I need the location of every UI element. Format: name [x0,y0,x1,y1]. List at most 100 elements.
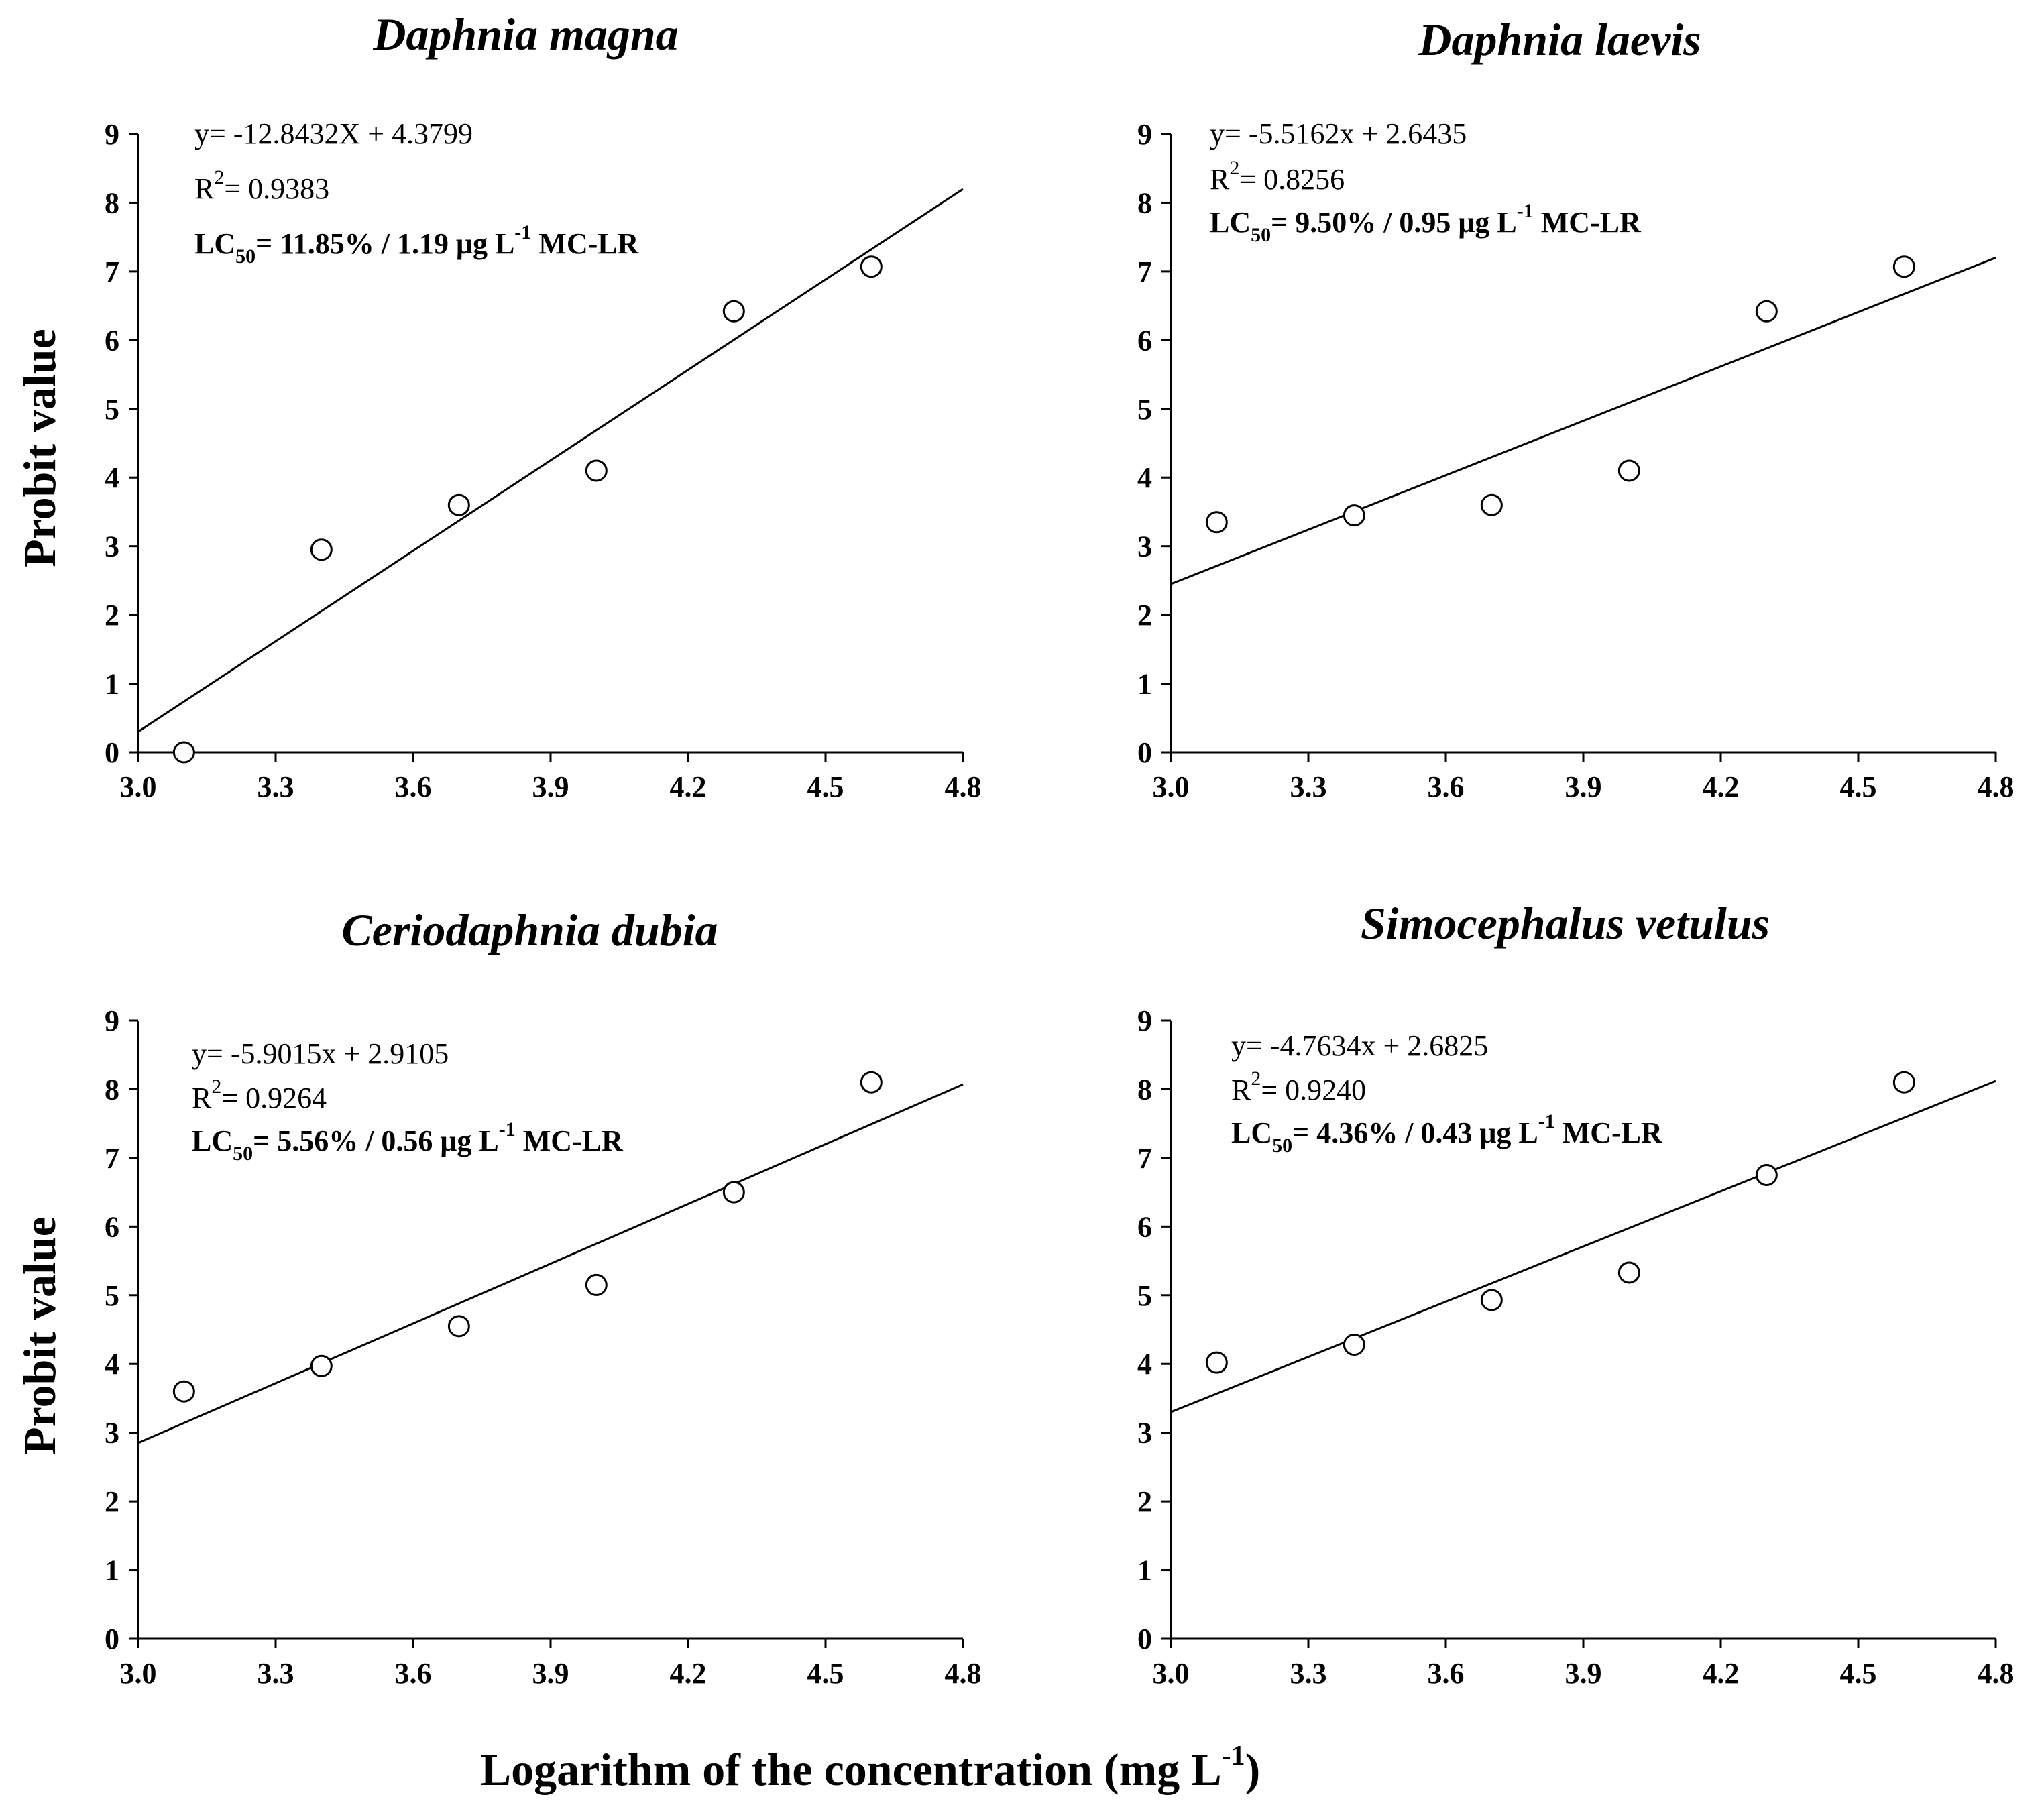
lc50-label-base: LC [1231,1116,1272,1149]
x-tick-label: 4.2 [1703,1657,1740,1690]
r2-label-value: = 0.9383 [224,172,329,205]
data-point [1755,1164,1778,1186]
lc50-label-sup: -1 [1538,1110,1555,1132]
data-point [722,300,745,323]
lc50-label-value: = 4.36% / 0.43 μg L [1292,1116,1538,1149]
y-tick-label: 9 [105,1004,119,1037]
r2-label-value: = 0.9264 [221,1082,327,1114]
x-tick-label: 4.5 [1840,1657,1877,1690]
x-tick-label: 3.6 [1428,770,1465,803]
x-tick-label: 4.2 [670,1657,707,1690]
data-point [310,1354,333,1377]
y-tick-label: 0 [1137,1623,1152,1655]
y-tick-label: 4 [1137,461,1152,494]
trend-line [137,1083,964,1444]
y-tick-label: 2 [1137,1485,1152,1518]
y-tick-label: 8 [1137,186,1152,219]
y-tick-label: 6 [1137,1210,1152,1243]
plot-area: 3.0 3.3 3.6 3.9 4.2 4.5 4.8 0 1 2 3 4 5 6 7 8 9 [1137,1004,2014,1690]
data-point [172,1380,195,1403]
panel-title: Daphnia laevis [1418,14,1701,65]
lc50-label-base: LC [194,227,235,260]
lc50-label-value: = 9.50% / 0.95 μg L [1271,206,1517,239]
data-point [1343,504,1365,527]
y-tick-label: 7 [105,1142,119,1175]
lc50-label: LC50= 9.50% / 0.95 μg L-1 MC-LR [1210,200,1642,246]
data-point [1205,511,1228,534]
equation-label: y= -5.9015x + 2.9105 [192,1037,449,1070]
lc50-label-sup: -1 [1517,200,1534,222]
lc50-label-value: = 5.56% / 0.56 μg L [253,1124,499,1157]
y-tick-label: 1 [105,668,119,701]
x-tick-label: 4.2 [1703,770,1740,803]
x-tick-label: 3.0 [1153,1657,1190,1690]
y-tick-label: 7 [105,255,119,288]
equation-label: y= -4.7634x + 2.6825 [1231,1029,1488,1062]
lc50-label-tail: MC-LR [516,1124,624,1157]
r2-label-value: = 0.9240 [1261,1073,1366,1106]
y-tick-label: 7 [1137,255,1152,288]
lc50-label-tail: MC-LR [1534,206,1642,239]
data-point [860,1071,883,1094]
y-tick-label: 2 [105,1485,119,1518]
x-tick-label: 3.3 [258,1657,294,1690]
lc50-label-sub: 50 [1251,224,1271,246]
r2-label-base: R [192,1082,212,1114]
x-tick-label: 3.9 [532,1657,569,1690]
panel-title: Simocephalus vetulus [1361,898,1770,949]
y-tick-label: 8 [1137,1073,1152,1106]
y-tick-label: 9 [105,118,119,151]
x-tick-label: 3.3 [1290,770,1327,803]
x-tick-label: 4.8 [945,770,982,803]
x-tick-label: 3.0 [120,770,157,803]
y-tick-label: 3 [1137,1417,1152,1450]
y-tick-label: 6 [105,1210,119,1243]
r2-label-base: R [1210,163,1230,196]
panel-daphnia-magna: Daphnia magna 3.0 3.3 3.6 3.9 4.2 4.5 4.8 0 1 2 3 4… [105,9,982,803]
y-axis-title-top: Probit value [14,329,65,567]
lc50-label-sup: -1 [514,221,531,243]
x-tick-label: 3.6 [395,770,432,803]
data-point [1892,255,1915,278]
data-point [1617,459,1640,482]
y-tick-label: 5 [105,393,119,426]
y-tick-label: 0 [105,736,119,769]
data-point [1205,1351,1228,1374]
data-point [447,493,470,516]
y-tick-label: 4 [105,461,119,494]
y-tick-label: 3 [105,1417,119,1450]
x-tick-label: 4.8 [1978,770,2014,803]
x-axis-title: Logarithm of the concentration (mg L-1) [481,1741,1261,1795]
panel-daphnia-laevis: Daphnia laevis 3.0 3.3 3.6 3.9 4.2 4.5 4.80123… [1137,14,2014,803]
lc50-label: LC50= 11.85% / 1.19 μg L-1 MC-LR [194,221,640,268]
y-tick-label: 0 [105,1623,119,1655]
x-tick-label: 3.9 [1565,770,1602,803]
equation-label: y= -5.5162x + 2.6435 [1210,117,1467,150]
y-tick-label: 1 [1137,1554,1152,1587]
plot-area: 3.0 3.3 3.6 3.9 4.2 4.5 4.8 0 1 2 3 4 5 6 7 8 9 [105,118,982,803]
y-tick-label: 1 [1137,668,1152,701]
x-tick-label: 3.0 [120,1657,157,1690]
r2-label-sup: 2 [1251,1067,1261,1090]
x-tick-label: 4.2 [670,770,707,803]
r2-label-sup: 2 [1229,157,1239,179]
data-point [585,459,608,482]
x-tick-label: 4.5 [1840,770,1877,803]
r2-label-value: = 0.8256 [1239,163,1345,196]
data-point [310,538,333,561]
y-tick-label: 4 [105,1348,119,1381]
x-tick-label: 3.3 [258,770,294,803]
lc50-label-base: LC [192,1124,233,1157]
x-tick-label: 4.5 [807,770,844,803]
x-tick-label: 3.6 [395,1657,432,1690]
y-tick-label: 4 [1137,1348,1152,1381]
y-tick-label: 6 [1137,324,1152,357]
data-point [1617,1261,1640,1284]
y-tick-label: 9 [1137,1004,1152,1037]
r2-label-sup: 2 [211,1075,221,1098]
lc50-label-tail: MC-LR [531,227,639,260]
x-axis-title-sup: -1 [1222,1741,1245,1771]
x-tick-label: 4.8 [945,1657,982,1690]
y-tick-label: 5 [1137,1279,1152,1312]
data-point [860,255,883,278]
